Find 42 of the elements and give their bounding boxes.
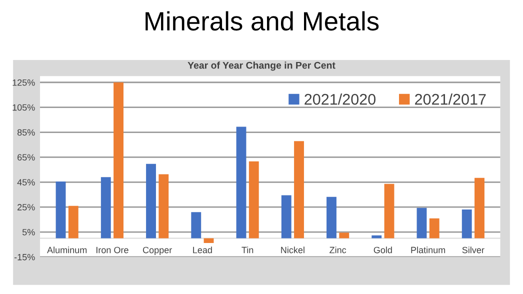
bar [326, 196, 336, 238]
bar [204, 238, 214, 243]
bar [429, 218, 440, 238]
bar [372, 235, 382, 238]
bar [416, 208, 427, 238]
bar [114, 82, 124, 238]
bar [158, 174, 169, 238]
chart-title: Minerals and Metals [146, 11, 379, 31]
x-tick-label: Iron Ore [96, 246, 128, 254]
y-tick-label: 25% [18, 204, 35, 210]
legend-label: 2021/2017 [415, 94, 486, 105]
x-tick-label: Silver [462, 246, 484, 254]
x-tick-label: Copper [142, 246, 172, 255]
bar [339, 232, 350, 238]
bar [68, 206, 78, 238]
x-tick-label: Nickel [281, 246, 304, 254]
bar [191, 212, 202, 238]
x-tick-label: Gold [374, 246, 392, 254]
legend-label: 2021/2020 [304, 94, 376, 105]
x-tick-label: Zinc [330, 246, 346, 254]
y-tick-label: 105% [12, 104, 35, 111]
y-tick-label: 5% [22, 229, 35, 236]
bar [236, 126, 246, 238]
y-tick-label: 45% [17, 179, 35, 186]
bar [281, 195, 292, 238]
y-tick-label: 125% [12, 79, 35, 86]
x-tick-label: Tin [242, 246, 254, 254]
bar [146, 164, 156, 238]
chart-subtitle: Year of Year Change in Per Cent [188, 62, 336, 71]
x-tick-label: Aluminum [47, 246, 87, 254]
y-tick-label: -15% [14, 254, 35, 260]
y-tick-label: 65% [18, 154, 35, 161]
bar [474, 178, 484, 238]
x-tick-label: Lead [193, 246, 212, 254]
bar [248, 161, 259, 238]
bar [100, 177, 111, 238]
bar [462, 209, 472, 238]
bar [56, 182, 66, 238]
x-tick-label: Platinum [411, 246, 446, 254]
bar [384, 184, 394, 238]
y-tick-label: 85% [17, 129, 35, 136]
bar [294, 141, 304, 238]
